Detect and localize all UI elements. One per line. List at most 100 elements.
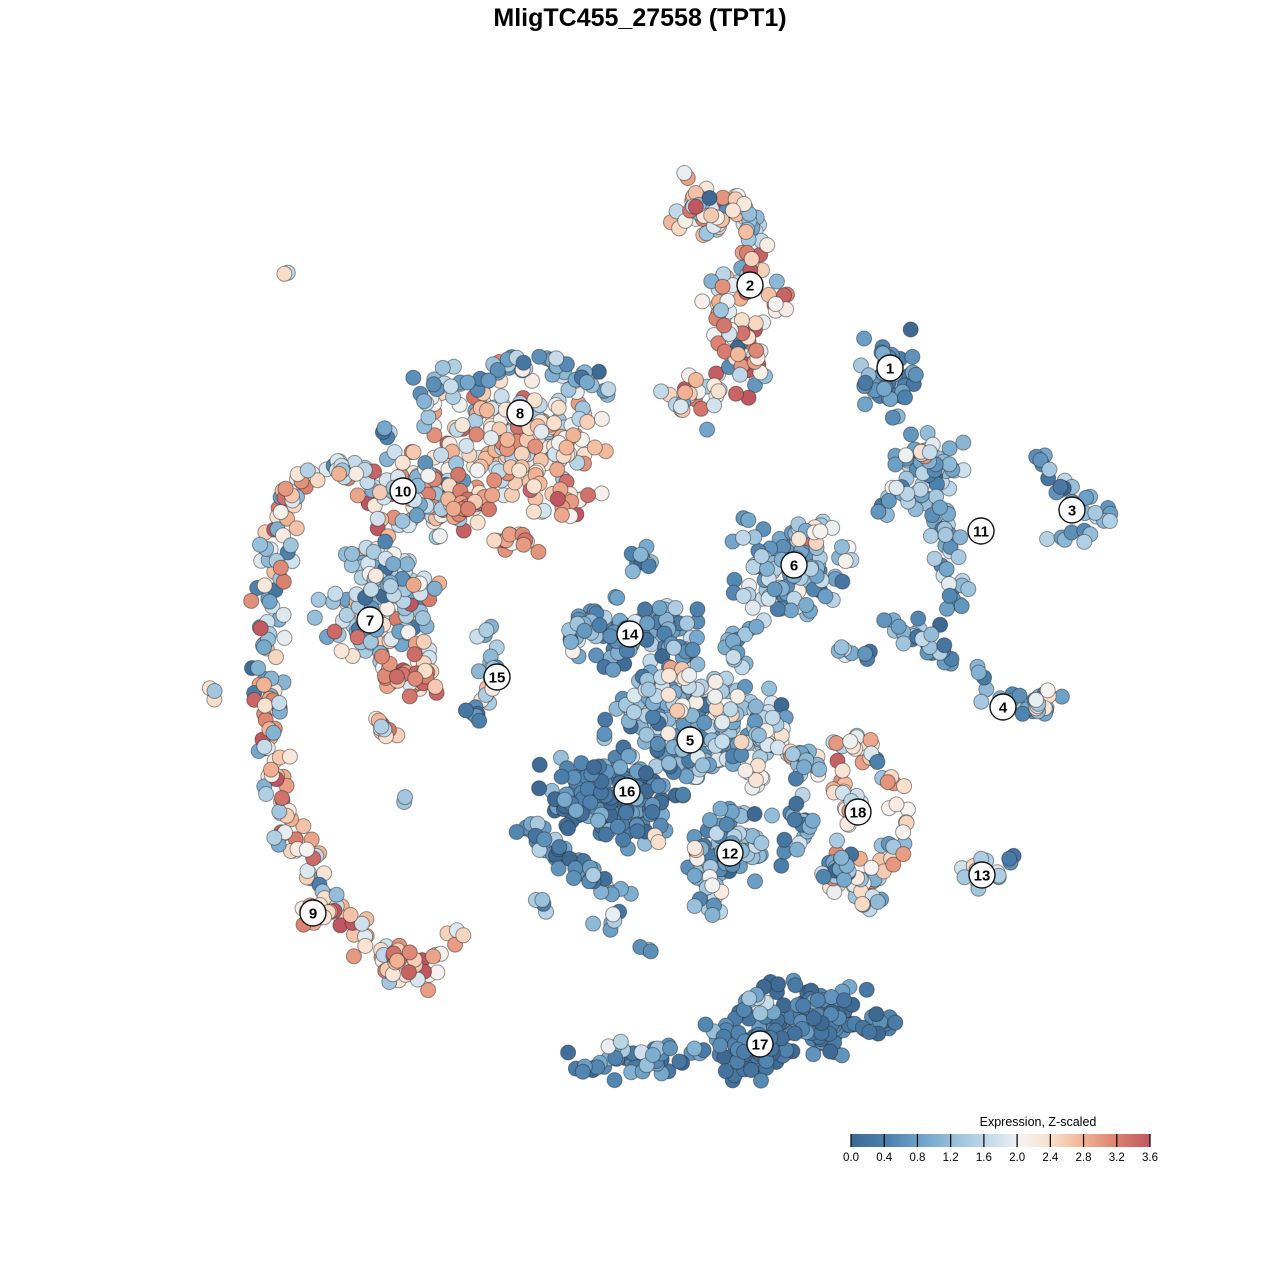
data-point (879, 774, 896, 791)
data-point (484, 487, 501, 504)
data-point (527, 438, 544, 455)
data-point (932, 499, 948, 516)
cluster-label-circle (989, 693, 1017, 721)
data-point (275, 573, 292, 590)
data-point (746, 806, 763, 822)
data-point (766, 581, 783, 598)
colorbar-tick-label: 2.0 (1009, 1152, 1025, 1164)
data-point (425, 376, 442, 393)
data-point (1028, 691, 1045, 708)
data-point (560, 820, 576, 837)
data-point (759, 237, 776, 254)
data-point (642, 943, 659, 960)
data-point (783, 602, 799, 619)
data-point (857, 374, 874, 391)
data-point (257, 697, 273, 714)
data-point (272, 504, 289, 521)
data-point (694, 757, 711, 774)
data-point (377, 533, 394, 550)
data-point (493, 388, 510, 405)
data-point (531, 348, 548, 365)
data-point (612, 1033, 629, 1050)
data-point (833, 539, 850, 555)
data-point (531, 780, 548, 797)
data-point (433, 446, 450, 463)
data-point (288, 520, 305, 537)
data-point (686, 898, 703, 915)
data-point (660, 725, 677, 742)
data-point (576, 622, 593, 639)
cluster-label-text: 14 (622, 626, 639, 643)
data-point (888, 796, 905, 813)
cluster-label-circle (299, 899, 327, 927)
data-point (277, 480, 294, 497)
cluster-label-text: 8 (516, 405, 524, 422)
data-point (712, 302, 729, 319)
data-point (445, 500, 462, 517)
cluster-label-text: 17 (752, 1036, 769, 1053)
data-point (955, 434, 972, 451)
data-point (733, 734, 750, 750)
data-point (585, 867, 602, 883)
data-point (885, 856, 902, 873)
data-point (597, 711, 614, 728)
data-point (669, 702, 686, 719)
data-point (689, 601, 706, 618)
colorbar-tick-label: 0.0 (843, 1152, 859, 1164)
data-point (836, 871, 853, 888)
colorbar-title: Expression, Z-scaled (980, 1115, 1097, 1129)
data-point (295, 818, 312, 835)
cluster-label-15: 15 (483, 663, 511, 691)
data-point (676, 165, 693, 181)
data-point (590, 363, 607, 380)
data-point (486, 532, 503, 549)
data-point (960, 581, 977, 598)
data-point (590, 812, 607, 829)
data-point (243, 592, 260, 609)
data-point (938, 561, 955, 578)
cluster-label-16: 16 (613, 777, 641, 805)
points-layer (201, 165, 1119, 1089)
cluster-label-4: 4 (989, 693, 1017, 721)
data-point (672, 398, 689, 415)
data-point (265, 724, 282, 741)
cluster-label-text: 11 (973, 523, 989, 540)
data-point (426, 580, 443, 597)
data-point (753, 835, 770, 852)
data-point (591, 617, 608, 634)
data-point (252, 620, 269, 637)
data-point (661, 755, 677, 772)
data-point (788, 795, 805, 812)
data-point (406, 646, 423, 663)
data-point (348, 465, 365, 482)
data-point (789, 841, 806, 858)
data-point (511, 462, 528, 479)
data-point (842, 733, 859, 750)
data-point (748, 618, 765, 635)
data-point (426, 427, 443, 444)
data-point (950, 549, 967, 566)
cluster-label-7: 7 (356, 606, 384, 634)
data-point (708, 825, 725, 842)
data-point (868, 1006, 885, 1023)
data-point (450, 466, 467, 483)
data-point (863, 859, 880, 876)
data-point (481, 501, 497, 518)
data-point (478, 622, 495, 639)
data-point (408, 507, 425, 524)
data-point (434, 359, 451, 376)
data-point (252, 536, 268, 553)
data-point (548, 350, 565, 367)
cluster-label-circle (780, 551, 808, 579)
cluster-label-6: 6 (780, 551, 808, 579)
data-point (533, 423, 550, 440)
data-point (276, 629, 293, 646)
data-point (1076, 533, 1093, 550)
data-point (638, 765, 654, 782)
data-point (394, 454, 411, 471)
data-point (737, 626, 754, 643)
data-point (639, 615, 656, 632)
data-point (457, 702, 474, 719)
data-point (696, 714, 713, 731)
data-point (626, 704, 642, 720)
